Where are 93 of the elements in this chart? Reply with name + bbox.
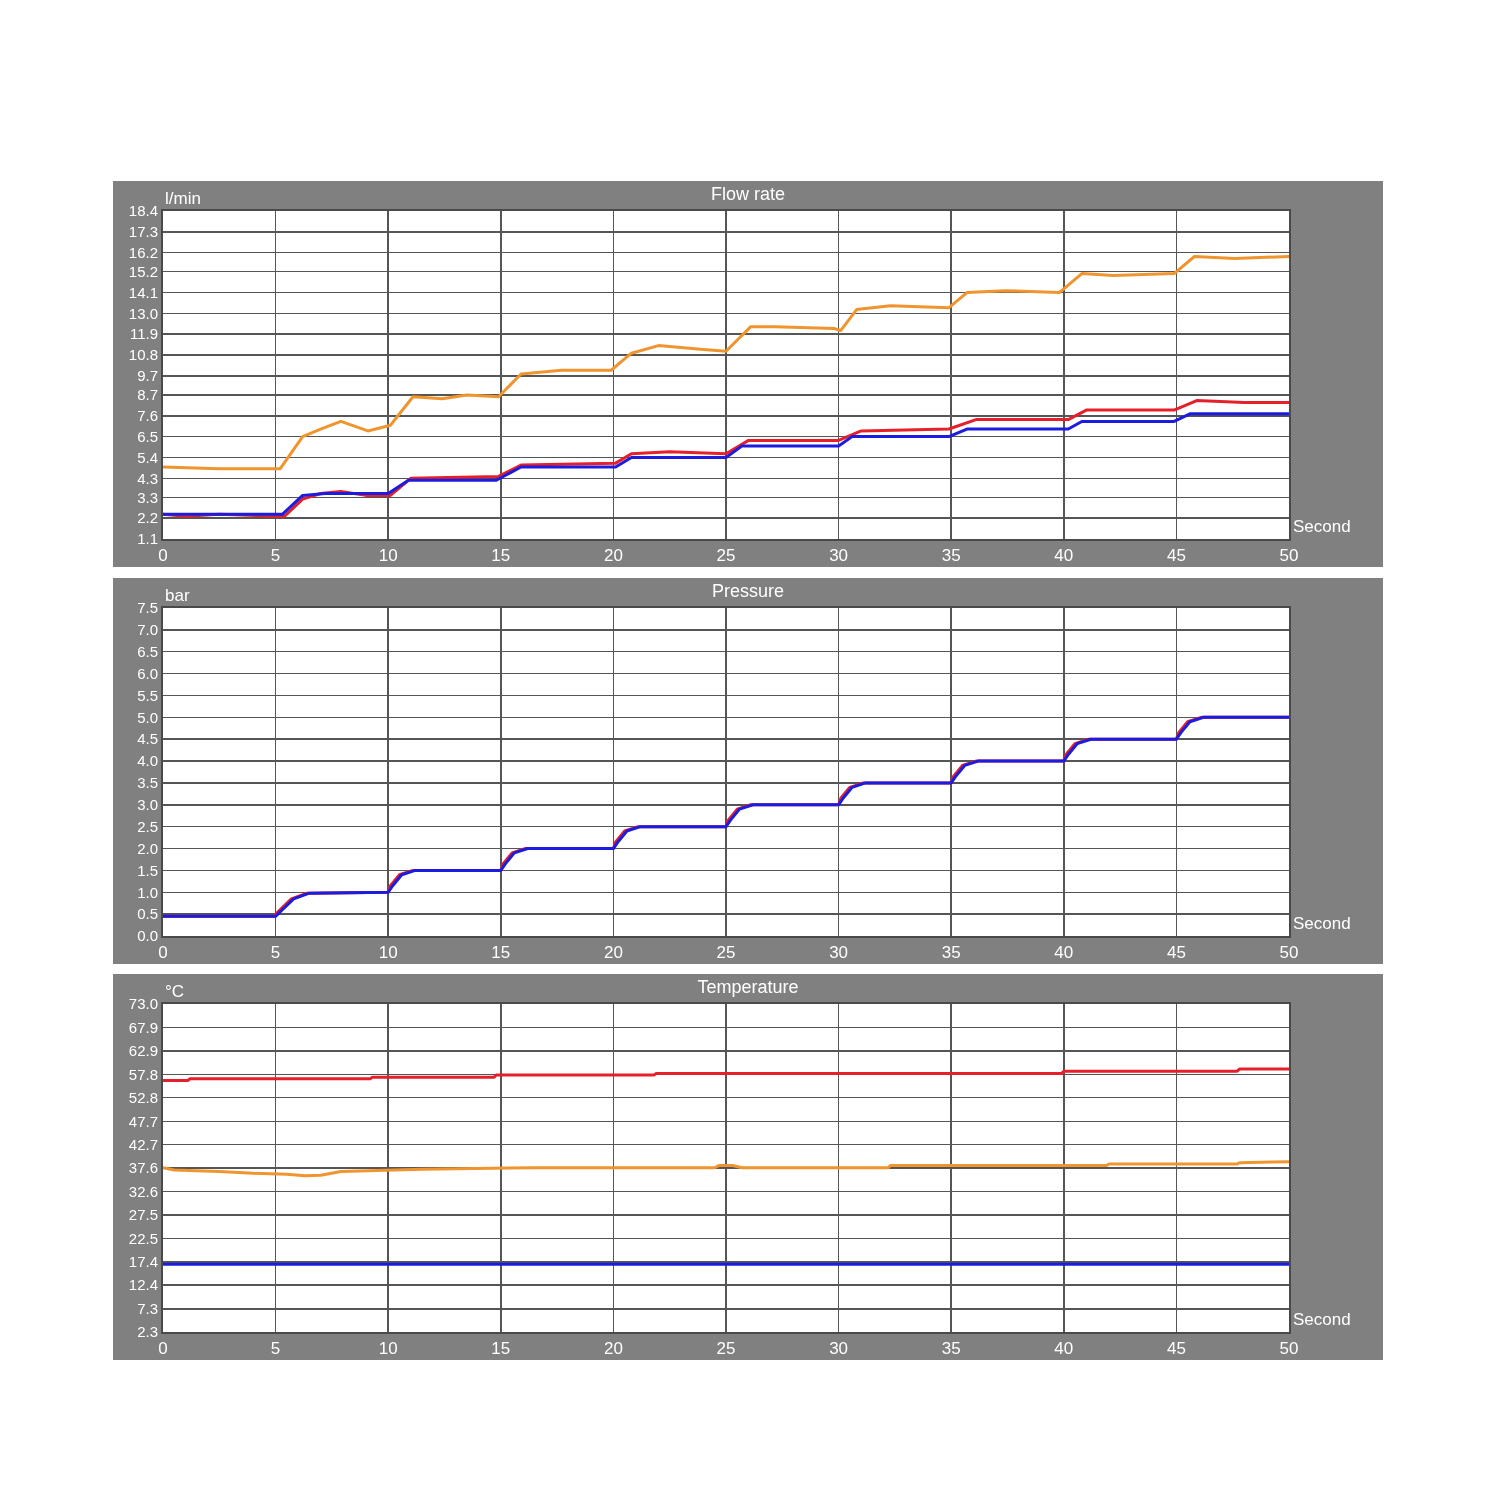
y-tick-label: 22.5 [128, 1229, 158, 1247]
y-tick-label: 13.0 [128, 304, 158, 322]
x-tick-label: 20 [603, 1339, 623, 1359]
x-tick-label: 45 [1166, 942, 1186, 962]
y-axis-title: l/min [165, 189, 201, 208]
y-tick-label: 4.0 [137, 751, 158, 769]
x-tick-label: 50 [1279, 942, 1299, 962]
y-tick-label: 1.5 [137, 861, 158, 879]
x-tick-label: 50 [1279, 546, 1299, 566]
y-tick-label: 2.3 [137, 1323, 158, 1341]
x-tick-label: 40 [1054, 1339, 1074, 1359]
chart-title: Pressure [711, 580, 785, 601]
x-tick-label: 30 [829, 546, 849, 566]
chart-title: Flow rate [710, 183, 786, 204]
x-tick-label: 15 [491, 1339, 511, 1359]
x-tick-label: 20 [603, 942, 623, 962]
y-tick-label: 7.6 [137, 407, 158, 425]
y-tick-label: 12.4 [128, 1276, 158, 1294]
y-tick-label: 5.5 [137, 686, 158, 704]
x-tick-label: 20 [603, 546, 623, 566]
x-axis-title: Second [1293, 913, 1351, 933]
line-series [163, 255, 1289, 471]
y-tick-label: 6.5 [137, 642, 158, 660]
y-tick-label: 18.4 [128, 202, 158, 220]
x-tick-label: 5 [270, 942, 281, 962]
y-tick-label: 3.0 [137, 795, 158, 813]
y-tick-label: 1.0 [137, 883, 158, 901]
y-tick-label: 7.3 [137, 1300, 158, 1318]
y-tick-label: 27.5 [128, 1206, 158, 1224]
x-tick-label: 15 [491, 942, 511, 962]
x-axis-title: Second [1293, 1310, 1351, 1329]
y-tick-label: 4.5 [137, 729, 158, 747]
x-tick-label: 40 [1054, 546, 1074, 566]
chart-title: Temperature [697, 976, 799, 997]
x-tick-label: 0 [158, 1339, 168, 1359]
y-tick-label: 47.7 [128, 1112, 158, 1130]
x-tick-label: 30 [829, 942, 849, 962]
y-axis-title: °C [165, 982, 185, 1001]
y-tick-label: 1.1 [137, 530, 158, 548]
y-tick-label: 15.2 [128, 262, 158, 280]
y-tick-label: 0.0 [137, 926, 158, 944]
y-tick-label: 11.9 [129, 325, 158, 343]
y-tick-label: 73.0 [128, 995, 158, 1013]
y-tick-label: 32.6 [128, 1182, 158, 1200]
line-series [163, 1160, 1289, 1178]
x-tick-label: 0 [158, 546, 168, 566]
y-tick-label: 62.9 [128, 1042, 158, 1060]
x-tick-label: 35 [941, 942, 961, 962]
x-tick-label: 10 [378, 546, 398, 566]
x-tick-label: 25 [716, 546, 736, 566]
x-tick-label: 5 [270, 546, 281, 566]
y-tick-label: 5.0 [137, 708, 158, 726]
y-tick-label: 42.7 [128, 1135, 158, 1153]
y-tick-label: 8.7 [137, 386, 158, 404]
x-tick-label: 15 [491, 546, 511, 566]
y-tick-label: 2.0 [137, 839, 158, 857]
x-tick-label: 40 [1054, 942, 1074, 962]
y-tick-label: 3.3 [137, 488, 158, 506]
y-tick-label: 14.1 [128, 283, 158, 301]
y-tick-label: 3.5 [137, 773, 158, 791]
x-tick-label: 45 [1166, 1339, 1186, 1359]
y-tick-label: 16.2 [128, 243, 158, 261]
y-tick-label: 6.0 [137, 664, 158, 682]
y-tick-label: 0.5 [137, 904, 158, 922]
x-tick-label: 45 [1166, 546, 1186, 566]
x-tick-label: 10 [378, 942, 398, 962]
x-tick-label: 25 [716, 1339, 736, 1359]
y-tick-label: 6.5 [137, 427, 158, 445]
x-tick-label: 35 [941, 546, 961, 566]
x-axis-title: Second [1293, 517, 1351, 536]
x-tick-label: 25 [716, 942, 736, 962]
y-tick-label: 2.2 [137, 509, 158, 527]
y-tick-label: 9.7 [137, 367, 158, 385]
y-tick-label: 10.8 [128, 346, 158, 364]
x-tick-label: 10 [378, 1339, 398, 1359]
y-tick-label: 37.6 [128, 1159, 158, 1177]
y-tick-label: 52.8 [128, 1088, 158, 1106]
line-series [163, 1067, 1289, 1083]
x-tick-label: 50 [1279, 1339, 1299, 1359]
y-tick-label: 17.3 [128, 223, 158, 241]
x-tick-label: 30 [829, 1339, 849, 1359]
x-tick-label: 35 [941, 1339, 961, 1359]
y-tick-label: 57.8 [128, 1065, 158, 1083]
x-tick-label: 5 [270, 1339, 281, 1359]
y-tick-label: 7.0 [137, 620, 158, 638]
y-tick-label: 2.5 [137, 817, 158, 835]
y-tick-label: 67.9 [128, 1018, 158, 1036]
x-tick-label: 0 [158, 942, 168, 962]
y-tick-label: 7.5 [137, 598, 158, 616]
y-axis-title: bar [165, 585, 190, 605]
y-tick-label: 5.4 [137, 448, 158, 466]
y-tick-label: 17.4 [128, 1253, 158, 1271]
y-tick-label: 4.3 [137, 469, 158, 487]
